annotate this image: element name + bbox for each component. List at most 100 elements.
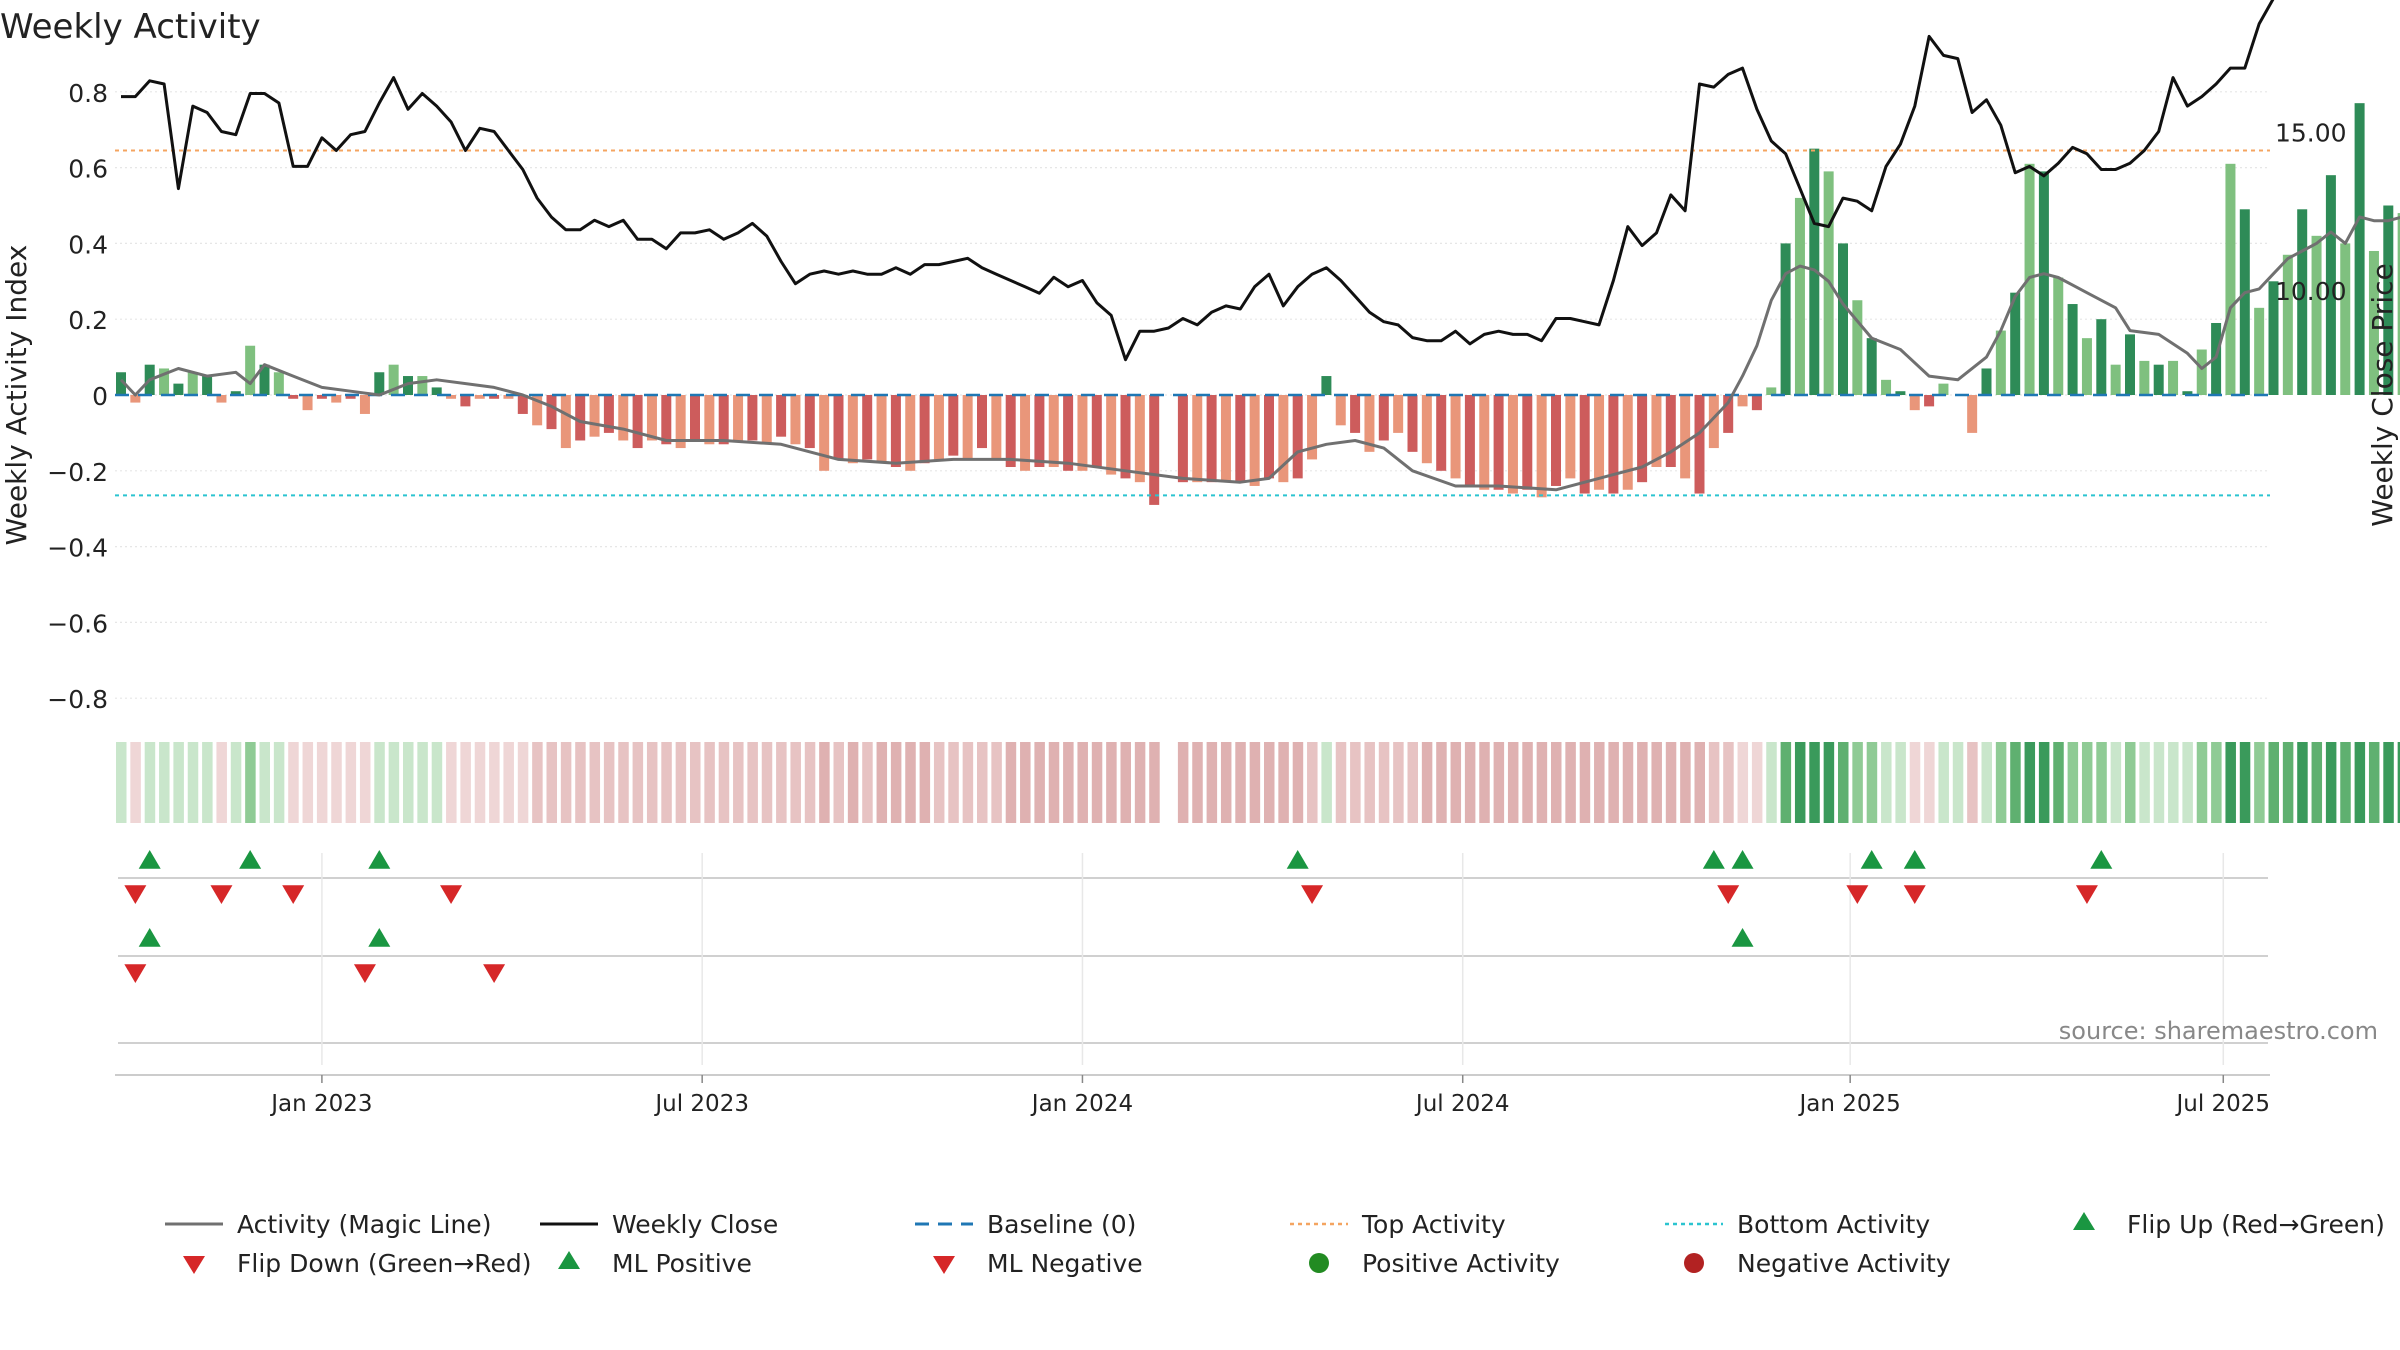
heat-cell	[718, 742, 730, 823]
activity-bar	[2297, 209, 2308, 395]
activity-bar	[446, 395, 457, 399]
heat-cell	[804, 742, 816, 823]
activity-bar	[776, 395, 787, 437]
heat-cell	[1895, 742, 1906, 823]
x-tick-label: Jul 2025	[2174, 1091, 2270, 1117]
heat-cell	[1493, 742, 1505, 823]
activity-bar	[933, 395, 944, 460]
activity-bar	[1981, 368, 1992, 395]
legend-label: Weekly Close	[612, 1210, 778, 1239]
activity-bar	[331, 395, 342, 403]
y-left-tick-label: 0.6	[68, 155, 108, 184]
left-axis-ticks: 0.8 0.6 0.4 0.2 0 −0.2 −0.4 −0.6 −0.8	[47, 79, 108, 714]
activity-bar	[116, 372, 126, 395]
activity-bar	[532, 395, 543, 426]
activity-bar	[1995, 330, 2006, 395]
heat-cell	[2254, 742, 2265, 823]
heat-cell	[2024, 742, 2036, 823]
heat-cell	[847, 742, 859, 823]
heat-cell	[1794, 742, 1806, 823]
activity-bar	[1149, 395, 1160, 505]
heat-cell	[1450, 742, 1462, 823]
activity-bar	[1264, 395, 1274, 479]
y-axis-right-label: Weekly Close Price	[2366, 263, 2399, 526]
heat-cell	[1407, 742, 1418, 823]
x-tick-label: Jan 2025	[1798, 1091, 1901, 1117]
heat-cell	[1464, 742, 1476, 823]
heat-cell	[302, 742, 314, 823]
heat-cell	[2397, 742, 2400, 823]
heat-cell	[1335, 742, 1347, 823]
heat-cell	[2010, 742, 2021, 823]
heat-cell	[1565, 742, 1576, 823]
heat-cell	[1134, 742, 1146, 823]
heat-cell	[116, 742, 127, 823]
heat-cell	[646, 742, 658, 823]
activity-bar	[618, 395, 629, 441]
heat-cell	[1594, 742, 1605, 823]
activity-bar	[1350, 395, 1361, 433]
heat-cell	[862, 742, 873, 823]
heat-cell	[532, 742, 543, 823]
heat-cell	[589, 742, 601, 823]
activity-bar	[374, 372, 385, 395]
activity-bar	[503, 395, 514, 399]
flip-up-marker	[138, 850, 161, 869]
x-tick-label: Jul 2023	[653, 1091, 749, 1117]
activity-bar	[1220, 395, 1231, 483]
activity-bar	[991, 395, 1002, 460]
legend-swatch	[1684, 1253, 1704, 1273]
activity-bar	[1120, 395, 1131, 479]
activity-bar	[733, 395, 744, 441]
activity-bar	[1464, 395, 1475, 486]
legend-label: Flip Up (Red→Green)	[2127, 1210, 2385, 1239]
heat-cell	[2153, 742, 2165, 823]
heat-cell	[216, 742, 227, 823]
heat-cell	[2282, 742, 2294, 823]
activity-bar	[1063, 395, 1074, 471]
activity-bar	[2354, 103, 2365, 396]
heat-cell	[1292, 742, 1304, 823]
heat-cell	[790, 742, 801, 823]
activity-bar	[718, 395, 729, 445]
flip-down-marker	[210, 885, 233, 904]
activity-bar	[245, 345, 256, 395]
activity-bar	[1665, 395, 1676, 468]
ml-negative-marker	[353, 964, 376, 983]
heat-cell	[1823, 742, 1835, 823]
activity-bar	[862, 395, 873, 460]
heat-cell	[833, 742, 844, 823]
heat-cell	[2067, 742, 2079, 823]
activity-bar	[388, 364, 399, 395]
heat-cell	[1077, 742, 1088, 823]
legend-label: Top Activity	[1361, 1210, 1506, 1239]
heat-cell	[1938, 742, 1949, 823]
heat-cell	[1952, 742, 1964, 823]
activity-bar	[1292, 395, 1303, 479]
y-left-tick-label: −0.8	[47, 685, 108, 714]
activity-bar	[2311, 235, 2322, 395]
heat-cell	[2081, 742, 2093, 823]
activity-bar	[1780, 243, 1791, 395]
heat-cell	[273, 742, 285, 823]
heat-cell	[2311, 742, 2323, 823]
heat-cell	[704, 742, 715, 823]
y-axis-left-label: Weekly Activity Index	[0, 245, 33, 546]
legend-item-bottom-activity: Bottom Activity	[1665, 1210, 1930, 1239]
activity-bar	[2125, 334, 2135, 395]
heat-cell	[2225, 742, 2236, 823]
heat-cell	[1005, 742, 1017, 823]
heat-cell	[403, 742, 414, 823]
activity-bar	[1020, 395, 1031, 471]
activity-bar	[1177, 395, 1188, 483]
heat-cell	[1579, 742, 1591, 823]
activity-bar	[1622, 395, 1633, 490]
activity-bar	[977, 395, 987, 449]
heat-cell	[933, 742, 945, 823]
activity-bar	[474, 395, 485, 399]
activity-bar	[216, 395, 227, 403]
activity-bar	[316, 395, 327, 399]
magic-line	[119, 215, 2400, 492]
heat-cell	[2168, 742, 2179, 823]
